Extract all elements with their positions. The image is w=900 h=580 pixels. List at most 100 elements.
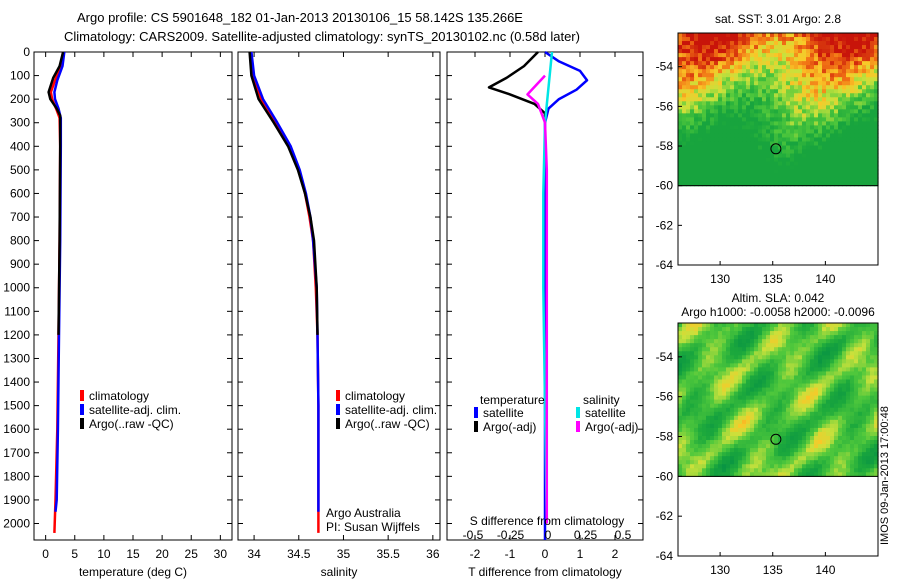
temperature-legend-swatch (80, 390, 84, 401)
salinity-legend-swatch (336, 404, 340, 415)
temperature-xtick-label: 30 (214, 547, 228, 561)
sla-map-ytick-label: -58 (656, 430, 674, 444)
temperature-plot-frame (33, 51, 233, 541)
salinity-annotation: Argo Australia (326, 506, 401, 520)
salinity-plot-frame (237, 51, 441, 541)
difference-xtick-label: 2 (612, 547, 619, 561)
difference-legend-swatch (474, 407, 478, 418)
difference-legend-header: salinity (583, 393, 620, 407)
sst-map-ytick-label: -54 (656, 60, 674, 74)
sla-map-subtitle: Argo h1000: -0.0058 h2000: -0.0096 (681, 305, 875, 319)
figure-title-line2: Climatology: CARS2009. Satellite-adjuste… (64, 29, 580, 44)
difference-xtick-label: -2 (470, 547, 481, 561)
sst-map-border (677, 32, 879, 266)
difference-s-tick-label: -0.25 (497, 528, 525, 542)
difference-series-line (542, 51, 554, 524)
temperature-xtick-label: 10 (97, 547, 111, 561)
difference-s-tick-label: 0.25 (574, 528, 598, 542)
depth-tick-label: 1800 (3, 469, 30, 483)
salinity-xlabel: salinity (321, 565, 358, 579)
difference-xtick-label: 1 (577, 547, 584, 561)
sst-map-xtick-label: 140 (815, 272, 835, 286)
depth-tick-label: 0 (23, 45, 30, 59)
salinity-series-line (248, 51, 319, 335)
temperature-legend-swatch (80, 418, 84, 429)
sla-map-xtick-label: 140 (815, 563, 835, 577)
sla-map-title: Altim. SLA: 0.042 (732, 291, 825, 305)
sst-map-xtick-label: 130 (710, 272, 730, 286)
sla-map-raster (678, 323, 879, 477)
salinity-xtick-label: 35.5 (376, 547, 400, 561)
depth-tick-label: 500 (10, 163, 30, 177)
depth-tick-label: 700 (10, 210, 30, 224)
sla-map-ytick-label: -64 (656, 549, 674, 563)
sst-map-ytick-label: -62 (656, 218, 674, 232)
difference-legend-swatch (576, 407, 580, 418)
difference-legend-label: Argo(-adj) (585, 420, 638, 434)
temperature-xtick-label: 15 (126, 547, 140, 561)
sla-map-xtick-label: 135 (763, 563, 783, 577)
depth-tick-label: 1100 (4, 304, 30, 318)
difference-legend-label: Argo(-adj) (483, 420, 536, 434)
difference-series-line (487, 51, 547, 123)
temperature-legend-label: climatology (89, 389, 149, 403)
difference-legend-label: satellite (483, 406, 524, 420)
temperature-legend-label: satellite-adj. clim. (89, 403, 181, 417)
sla-map-border (677, 322, 879, 557)
difference-s-tick-label: -0.5 (463, 528, 484, 542)
temperature-xtick-label: 25 (185, 547, 199, 561)
difference-series-line (526, 74, 549, 524)
sst-map-ytick-label: -60 (656, 179, 674, 193)
difference-legend-swatch (576, 421, 580, 432)
sst-map-ytick-label: -64 (656, 258, 674, 272)
depth-tick-label: 1400 (3, 375, 30, 389)
sst-map-argo-location-marker (770, 143, 782, 155)
sst-map-raster (678, 33, 879, 187)
depth-tick-label: 300 (10, 116, 30, 130)
figure-title-line1: Argo profile: CS 5901648_182 01-Jan-2013… (77, 10, 523, 25)
depth-tick-label: 2000 (3, 516, 30, 530)
depth-tick-label: 100 (10, 69, 30, 83)
salinity-xtick-label: 34 (247, 547, 261, 561)
salinity-legend-swatch (336, 390, 340, 401)
sst-map-title: sat. SST: 3.01 Argo: 2.8 (715, 12, 841, 26)
temperature-legend-label: Argo(..raw -QC) (89, 417, 174, 431)
difference-legend-swatch (474, 421, 478, 432)
sla-map-xtick-label: 130 (710, 563, 730, 577)
depth-tick-label: 200 (10, 92, 30, 106)
temperature-series-line (47, 51, 65, 335)
salinity-legend-label: climatology (345, 389, 405, 403)
difference-top-xlabel: S difference from climatology (470, 514, 625, 528)
sla-map-ytick-label: -60 (656, 469, 674, 483)
difference-xlabel: T difference from climatology (468, 565, 622, 579)
depth-tick-label: 1700 (3, 446, 30, 460)
sla-map-ytick-label: -56 (656, 390, 674, 404)
difference-s-tick-label: 0.5 (615, 528, 632, 542)
difference-s-tick-label: 0 (545, 528, 552, 542)
depth-tick-label: 1000 (3, 281, 30, 295)
temperature-xtick-label: 20 (155, 547, 169, 561)
depth-tick-label: 400 (10, 139, 30, 153)
sla-map-ytick-label: -62 (656, 509, 674, 523)
salinity-xtick-label: 35 (337, 547, 351, 561)
depth-tick-label: 1500 (3, 399, 30, 413)
sla-map-argo-location-marker (770, 433, 782, 445)
salinity-legend-label: Argo(..raw -QC) (345, 417, 430, 431)
imos-timestamp: IMOS 09-Jan-2013 17:00:48 (879, 406, 891, 545)
temperature-legend-swatch (80, 404, 84, 415)
salinity-annotation: PI: Susan Wijffels (326, 520, 420, 534)
depth-tick-label: 1900 (3, 493, 30, 507)
salinity-legend-swatch (336, 418, 340, 429)
salinity-legend-label: satellite-adj. clim. (345, 403, 437, 417)
temperature-xlabel: temperature (deg C) (79, 565, 187, 579)
depth-tick-label: 1300 (3, 351, 30, 365)
depth-tick-label: 1600 (3, 422, 30, 436)
depth-tick-label: 600 (10, 186, 30, 200)
depth-tick-label: 1200 (3, 328, 30, 342)
sst-map-ytick-label: -56 (656, 99, 674, 113)
salinity-xtick-label: 36 (426, 547, 440, 561)
sla-map-ytick-label: -54 (656, 350, 674, 364)
sst-map-xtick-label: 135 (763, 272, 783, 286)
